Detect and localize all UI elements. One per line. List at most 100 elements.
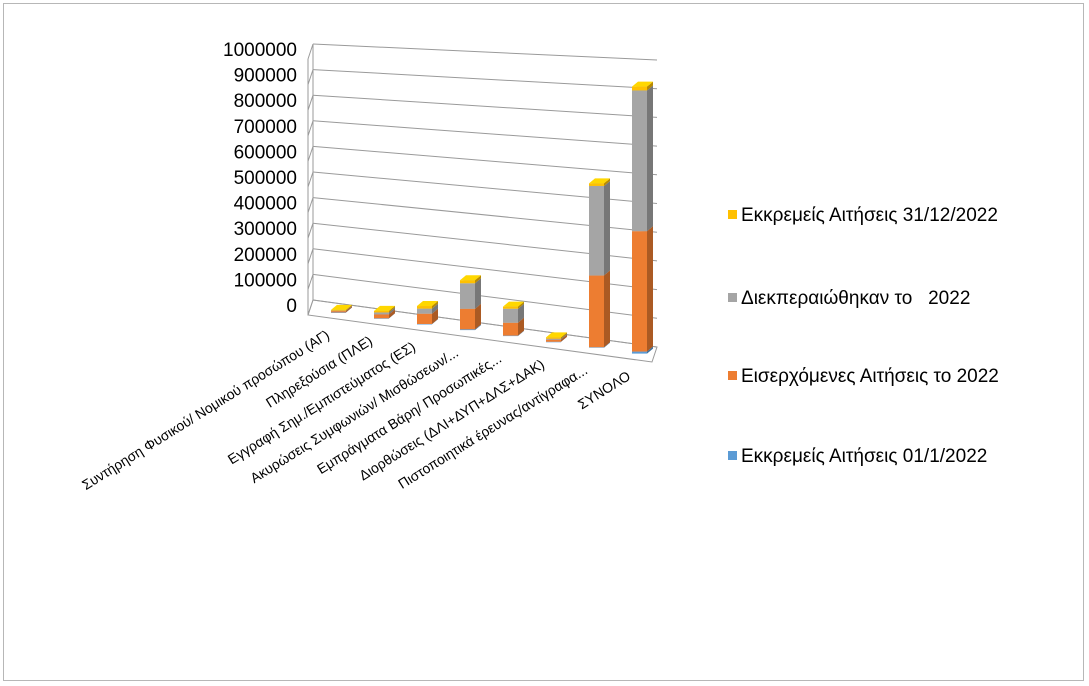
gridline-side-9	[307, 69, 314, 85]
y-tick-label: 100000	[234, 270, 297, 291]
bar-side	[604, 270, 610, 348]
bar-side	[604, 342, 610, 348]
bar-side	[604, 178, 610, 186]
bar-top	[460, 275, 481, 281]
gridline-side-2	[307, 248, 314, 264]
bar-side	[432, 308, 438, 324]
legend-label-pending-end: Εκκρεμείς Αιτήσεις 31/12/2022	[741, 205, 998, 226]
bar-front	[331, 309, 346, 311]
bar-front	[546, 339, 561, 342]
legend-swatch-completed	[728, 293, 737, 302]
bar-segment	[374, 305, 395, 313]
bar-side	[561, 336, 567, 342]
bar-side	[518, 317, 524, 336]
gridline-6	[312, 145, 658, 176]
bar-front	[546, 338, 561, 340]
y-tick-label: 500000	[234, 168, 297, 189]
bar-side	[475, 275, 481, 284]
bar-front	[589, 275, 604, 348]
bar-side	[432, 301, 438, 309]
y-tick-label: 1000000	[223, 40, 297, 61]
x-tick-label: Εγγραφή Σημ./Εμπιστεύματος (ΕΣ)	[225, 338, 418, 467]
bar-top	[589, 178, 610, 184]
y-tick-label: 200000	[234, 245, 297, 266]
y-tick-label: 600000	[234, 142, 297, 163]
bars	[331, 81, 653, 354]
bar-front	[331, 311, 346, 313]
y-tick-label: 0	[286, 296, 297, 317]
bar-front	[460, 308, 475, 330]
bar-side	[389, 309, 395, 319]
gridline-side-3	[307, 223, 314, 239]
x-axis-ticks: Συντήρηση Φυσικού/ Νομικού προσώπου (ΑΓ)…	[79, 326, 633, 492]
gridline-side-10	[307, 43, 314, 60]
bar-front	[417, 306, 432, 309]
bar-side	[518, 330, 524, 336]
bar-front	[503, 308, 518, 323]
bar-front	[460, 329, 475, 331]
bar-front	[331, 310, 346, 312]
gridline-10	[312, 43, 658, 61]
bar-top	[417, 301, 438, 307]
bar-front	[589, 183, 604, 186]
legend-swatch-incoming	[728, 371, 737, 380]
bar-front	[546, 341, 561, 343]
bar-front	[374, 318, 389, 319]
gridline-side-8	[307, 95, 314, 111]
bar-segment	[632, 81, 653, 91]
bar-front	[374, 314, 389, 319]
gridline-side-7	[307, 120, 314, 136]
bar-front	[417, 323, 432, 325]
bar-front	[374, 312, 389, 315]
floor	[307, 299, 658, 363]
legend-swatch-pending-start	[728, 451, 737, 460]
bar-side	[647, 85, 653, 232]
y-tick-label: 800000	[234, 91, 297, 112]
gridline-9	[312, 69, 658, 90]
bar-segment	[632, 85, 653, 232]
bar-side	[475, 303, 481, 330]
y-tick-label: 700000	[234, 117, 297, 138]
bar-side	[561, 332, 567, 339]
bar-front	[417, 313, 432, 324]
legend-item-completed: Διεκπεραιώθηκαν το 2022	[728, 284, 1071, 313]
bar-side	[346, 304, 352, 311]
bar-front	[460, 280, 475, 284]
legend-item-incoming: Εισερχόμενες Αιτήσεις το 2022	[728, 362, 1071, 391]
gridline-7	[312, 120, 658, 147]
bar-front	[503, 335, 518, 337]
bar-front	[503, 306, 518, 309]
bar-top	[503, 301, 524, 307]
bar-side	[518, 301, 524, 309]
bar-side	[346, 305, 352, 312]
bar-side	[346, 307, 352, 313]
bar-side	[432, 303, 438, 314]
gridline-side-5	[307, 171, 314, 188]
bar-front	[632, 86, 647, 91]
bar-segment	[632, 226, 653, 352]
bar-segment	[417, 301, 438, 309]
chart-area	[3, 3, 1084, 681]
legend-item-pending-start: Εκκρεμείς Αιτήσεις 01/1/2022	[728, 442, 1071, 471]
bar-side	[389, 307, 395, 315]
gridline-side-4	[307, 197, 314, 213]
bar-front	[331, 312, 346, 313]
bar-top	[546, 332, 567, 338]
bar-side	[647, 226, 653, 352]
bar-front	[546, 337, 561, 339]
bar-top	[331, 304, 352, 310]
gridline-8	[312, 94, 658, 118]
legend-swatch-pending-end	[728, 210, 737, 219]
y-tick-label: 900000	[234, 66, 297, 87]
bar-front	[460, 283, 475, 309]
bar-segment	[546, 332, 567, 339]
y-tick-label: 300000	[234, 219, 297, 240]
bar-front	[589, 185, 604, 276]
bar-front	[632, 351, 647, 354]
bar-side	[561, 333, 567, 340]
bar-side	[647, 346, 653, 354]
legend-label-pending-start: Εκκρεμείς Αιτήσεις 01/1/2022	[741, 446, 988, 467]
bar-segment	[331, 304, 352, 311]
bar-segment	[589, 270, 610, 348]
bar-segment	[589, 180, 610, 276]
